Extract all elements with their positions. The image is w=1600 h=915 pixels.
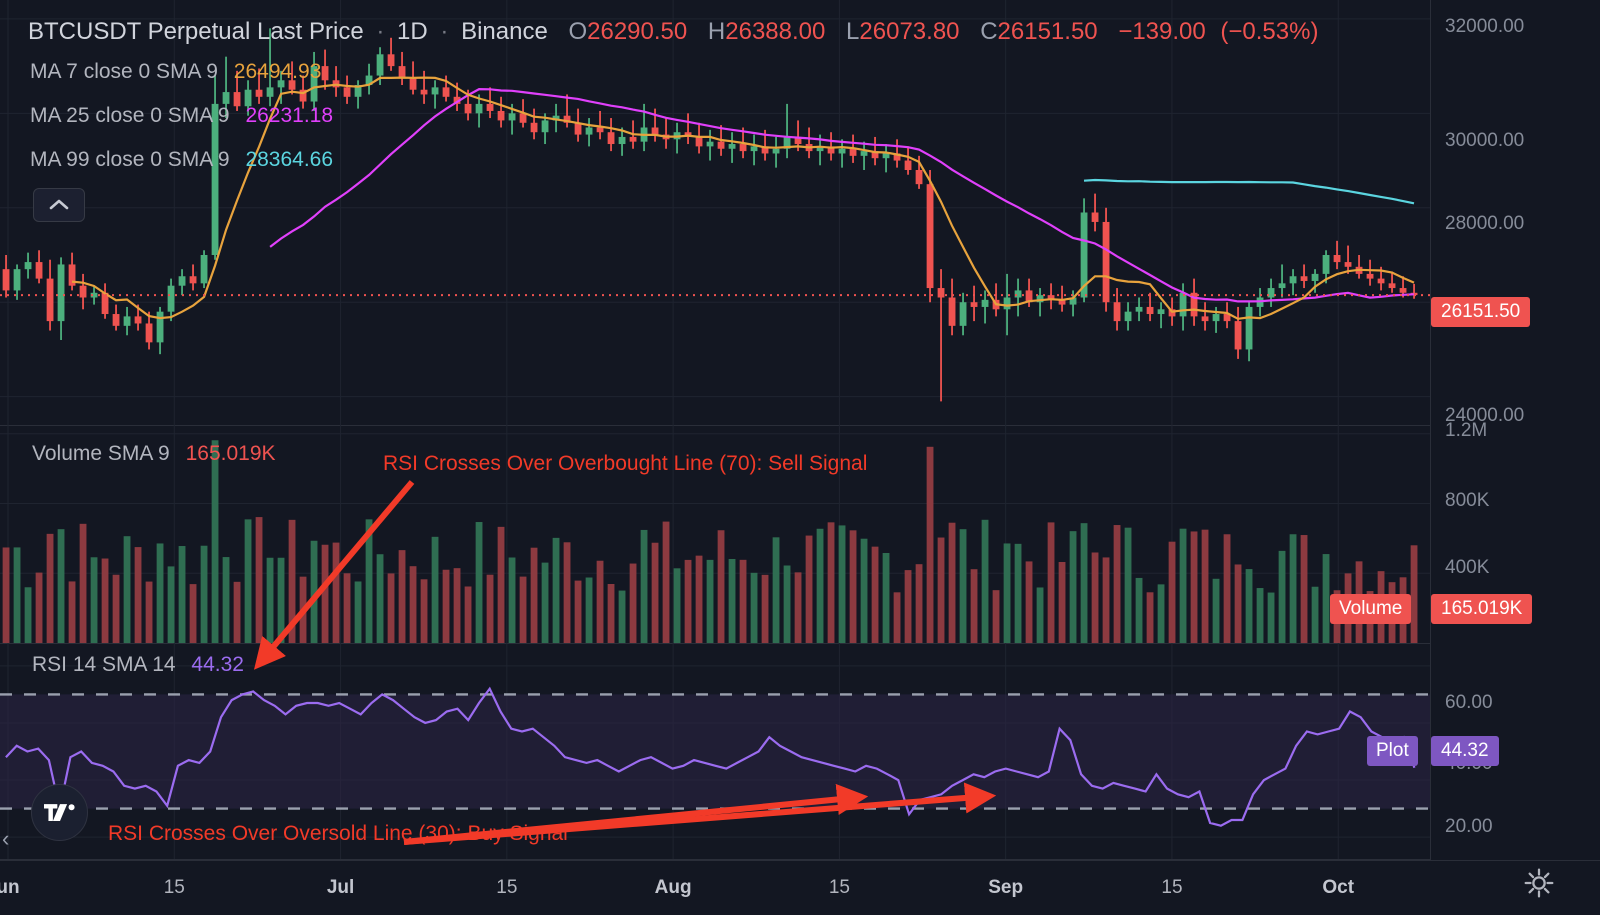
time-tick-4: Aug (654, 877, 692, 898)
volume-value-badge: 165.019K (1431, 594, 1533, 624)
gear-icon (1524, 868, 1554, 898)
time-tick-7: 15 (1161, 877, 1183, 898)
time-tick-5: 15 (828, 877, 850, 898)
chart-settings-button[interactable] (1522, 866, 1556, 900)
time-tick-3: 15 (496, 877, 518, 898)
price-gridlines (0, 0, 1430, 425)
volume-tick-400k: 400K (1445, 557, 1490, 578)
chevron-up-icon (49, 199, 69, 210)
price-tick-30000: 30000.00 (1445, 130, 1525, 151)
rsi-badge-tag: Plot (1367, 736, 1418, 766)
tradingview-logo-icon (43, 803, 75, 821)
pane-divider-volume (0, 425, 1430, 426)
ma7-line (71, 76, 1415, 320)
time-tick-2: Jul (326, 877, 355, 898)
volume-tick-1-2m: 1.2M (1445, 420, 1488, 441)
rsi-tick-20: 20.00 (1445, 816, 1493, 837)
time-scale-axis[interactable]: un 15 Jul 15 Aug 15 Sep 15 Oct (0, 860, 1600, 915)
pane-divider-rsi (0, 643, 1430, 644)
ma25-line (269, 87, 1415, 303)
price-tick-28000: 28000.00 (1445, 213, 1525, 234)
time-tick-6: Sep (988, 877, 1024, 898)
rsi-tick-60: 60.00 (1445, 692, 1493, 713)
price-tick-24000: 24000.00 (1445, 405, 1525, 426)
current-price-badge: 26151.50 (1431, 297, 1531, 327)
price-scale-axis[interactable]: 32000.00 30000.00 28000.00 26151.50 2400… (1430, 0, 1600, 860)
volume-bar-series (2, 440, 1418, 643)
candlestick-series (2, 28, 1418, 402)
price-pane[interactable] (0, 0, 1430, 425)
price-chart-svg (0, 0, 1430, 425)
tradingview-logo[interactable] (31, 784, 88, 841)
volume-gridlines (0, 425, 1430, 643)
rsi-band-fill (0, 694, 1430, 809)
ma99-line (1083, 178, 1415, 205)
time-tick-8: Oct (1322, 877, 1355, 898)
rsi-value-badge: 44.32 (1431, 736, 1499, 766)
time-tick-1: 15 (163, 877, 185, 898)
collapse-legend-button[interactable] (33, 188, 85, 222)
rsi-chart-svg (0, 643, 1430, 860)
volume-chart-svg (0, 425, 1430, 643)
expand-panel-chevron[interactable]: ‹ (2, 826, 10, 851)
pane-divider-bottom (0, 859, 1430, 860)
volume-badge-tag: Volume (1330, 594, 1412, 624)
price-tick-32000: 32000.00 (1445, 16, 1525, 37)
volume-pane[interactable] (0, 425, 1430, 643)
rsi-pane[interactable] (0, 643, 1430, 860)
volume-tick-800k: 800K (1445, 490, 1490, 511)
time-tick-0: un (0, 877, 20, 898)
rsi-plot-line (5, 686, 1416, 827)
